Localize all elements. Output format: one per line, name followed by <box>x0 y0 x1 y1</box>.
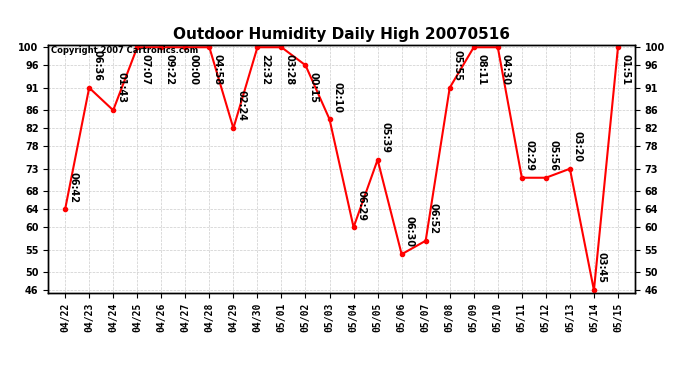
Text: 02:29: 02:29 <box>524 140 535 171</box>
Text: 03:28: 03:28 <box>284 54 295 85</box>
Text: 01:51: 01:51 <box>621 54 631 85</box>
Title: Outdoor Humidity Daily High 20070516: Outdoor Humidity Daily High 20070516 <box>173 27 510 42</box>
Text: 06:52: 06:52 <box>428 203 439 234</box>
Text: 05:39: 05:39 <box>380 122 391 153</box>
Text: 00:15: 00:15 <box>308 72 318 103</box>
Text: 00:00: 00:00 <box>188 54 198 85</box>
Text: 01:43: 01:43 <box>116 72 126 104</box>
Text: 02:10: 02:10 <box>333 81 342 112</box>
Text: 05:56: 05:56 <box>549 140 559 171</box>
Text: 06:42: 06:42 <box>68 171 78 202</box>
Text: 04:30: 04:30 <box>501 54 511 85</box>
Text: 06:29: 06:29 <box>357 189 366 220</box>
Text: 05:55: 05:55 <box>453 50 462 81</box>
Text: 06:36: 06:36 <box>92 50 102 81</box>
Text: Copyright 2007 Cartronics.com: Copyright 2007 Cartronics.com <box>51 46 199 55</box>
Text: 04:58: 04:58 <box>213 54 222 85</box>
Text: 08:11: 08:11 <box>477 54 486 85</box>
Text: 07:07: 07:07 <box>140 54 150 85</box>
Text: 22:32: 22:32 <box>260 54 270 85</box>
Text: 02:24: 02:24 <box>236 90 246 122</box>
Text: 09:22: 09:22 <box>164 54 174 85</box>
Text: 06:30: 06:30 <box>404 216 415 248</box>
Text: 03:20: 03:20 <box>573 131 583 162</box>
Text: 03:45: 03:45 <box>597 252 607 284</box>
